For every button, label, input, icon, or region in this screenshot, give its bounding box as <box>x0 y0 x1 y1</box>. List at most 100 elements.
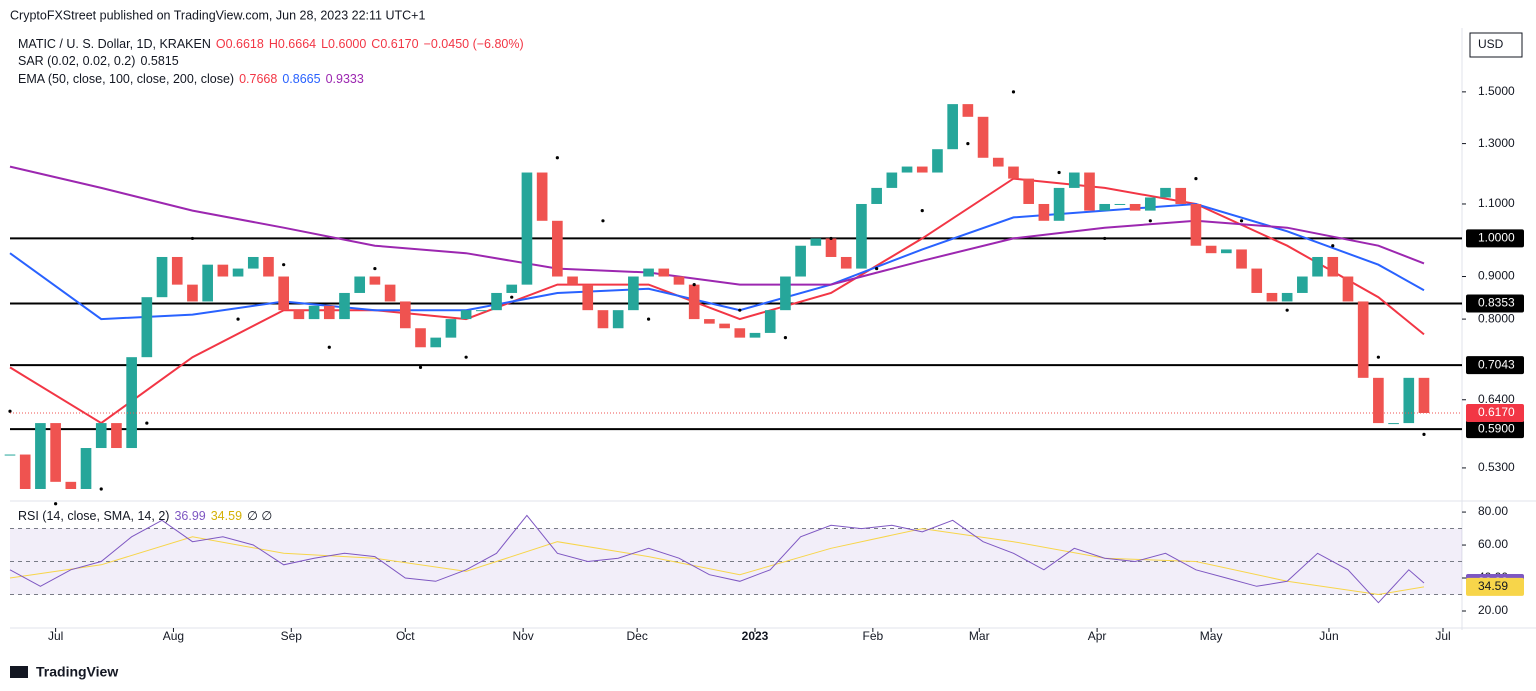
candle <box>35 423 46 489</box>
rsi-tick-label: 60.00 <box>1478 537 1508 551</box>
legend-item: −0.0450 (−6.80%) <box>424 37 524 51</box>
x-tick-label: 2023 <box>742 629 769 643</box>
candle <box>65 481 77 489</box>
candle <box>536 172 548 221</box>
candle <box>263 256 274 277</box>
sar-dot <box>875 266 879 271</box>
candle <box>1418 377 1430 413</box>
candle <box>567 276 578 285</box>
candle <box>293 310 305 320</box>
legend-row: RSI (14, close, SMA, 14, 2) 36.99 34.59 ∅ ∅ <box>18 509 272 523</box>
sar-dot <box>555 156 559 160</box>
legend-item: 0.9333 <box>326 72 364 86</box>
x-tick-label: Feb <box>862 629 883 643</box>
x-tick-label: Dec <box>627 629 648 643</box>
candle <box>141 297 153 358</box>
legend-item: O0.6618 <box>216 37 264 51</box>
candle <box>825 238 837 257</box>
legend-item: MATIC / U. S. Dollar, 1D, KRAKEN <box>18 37 211 51</box>
sar-dot <box>418 365 423 369</box>
candle <box>643 268 654 277</box>
sar-dot <box>646 317 651 321</box>
x-tick-label: Sep <box>281 629 303 643</box>
candle <box>445 319 457 338</box>
last-price-badge <box>1466 403 1524 422</box>
candle <box>658 268 670 277</box>
candle <box>430 337 442 348</box>
sar-dot <box>54 502 58 506</box>
x-tick-label: Apr <box>1088 629 1107 643</box>
sar-dot <box>1011 90 1016 94</box>
candle <box>612 310 624 329</box>
candle <box>1084 172 1095 211</box>
candle <box>247 256 259 269</box>
candle <box>1403 377 1415 424</box>
candle <box>901 166 913 173</box>
level-badge <box>1466 356 1524 375</box>
candle <box>932 149 943 173</box>
legend-item: L0.6000 <box>321 37 366 51</box>
candle <box>1190 203 1202 246</box>
candle <box>1038 203 1050 221</box>
rsi-line <box>9 514 1425 604</box>
candle <box>597 310 609 329</box>
candle <box>415 328 426 348</box>
brand-logo <box>10 666 28 678</box>
sar-dot <box>1331 244 1335 248</box>
candle <box>1297 276 1308 293</box>
ema-line <box>9 177 1425 425</box>
candle <box>1175 187 1187 204</box>
rsi-sma-line <box>9 528 1425 596</box>
candle <box>1129 203 1141 211</box>
sar-dot <box>327 345 331 349</box>
candle <box>734 328 746 338</box>
candle <box>399 301 411 329</box>
sar-dot <box>1194 177 1198 181</box>
candle <box>810 238 822 246</box>
legend-item: 34.59 <box>211 509 242 523</box>
candle <box>1068 172 1080 188</box>
candle <box>1342 276 1354 302</box>
candle <box>202 264 213 302</box>
legend-row: MATIC / U. S. Dollar, 1D, KRAKEN O0.6618 H… <box>18 37 524 51</box>
rsi-badge <box>1466 577 1524 596</box>
sar-dot <box>1148 219 1152 223</box>
candle <box>947 104 958 150</box>
sar-dot <box>920 209 924 213</box>
legend-item: 0.8665 <box>282 72 320 86</box>
candle <box>308 305 320 320</box>
last-price-label: 0.6170 <box>1478 405 1515 419</box>
candle <box>491 292 502 311</box>
candle <box>278 276 289 311</box>
candle <box>795 245 806 277</box>
candle <box>187 284 198 302</box>
y-tick-label: 1.1000 <box>1478 196 1515 210</box>
sar-dot <box>145 421 149 425</box>
candle <box>323 305 335 320</box>
candle <box>19 454 31 489</box>
sar-dot <box>510 295 514 299</box>
candle <box>506 284 518 293</box>
published: CryptoFXStreet published on TradingView.… <box>10 8 425 22</box>
rsi-tick-label: 20.00 <box>1478 603 1508 617</box>
legend-item: SAR (0.02, 0.02, 0.2) <box>18 54 135 68</box>
candle <box>977 116 989 158</box>
sar-dot <box>1103 236 1107 241</box>
legend-item: ∅ ∅ <box>247 509 272 523</box>
candle <box>764 310 776 333</box>
candle <box>1373 377 1384 424</box>
level-label: 0.8353 <box>1478 296 1515 310</box>
candle <box>1266 292 1278 302</box>
currency-box[interactable] <box>1469 32 1523 58</box>
candle <box>95 423 107 449</box>
candle <box>1357 301 1369 378</box>
y-tick-label: 0.5300 <box>1478 460 1515 474</box>
x-tick-label: Jul <box>48 629 63 643</box>
x-tick-label: Nov <box>512 629 533 643</box>
sar-dot <box>1285 308 1289 312</box>
candle <box>369 276 381 285</box>
legend-item: 0.7668 <box>239 72 277 86</box>
candle <box>126 357 137 449</box>
candle <box>384 284 396 302</box>
sar-dot <box>190 236 195 241</box>
